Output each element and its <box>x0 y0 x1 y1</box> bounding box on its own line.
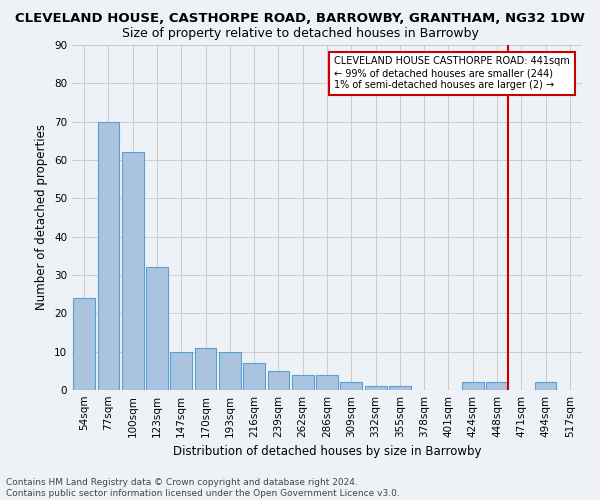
Bar <box>462 382 484 390</box>
Text: CLEVELAND HOUSE CASTHORPE ROAD: 441sqm
← 99% of detached houses are smaller (244: CLEVELAND HOUSE CASTHORPE ROAD: 441sqm ←… <box>334 56 570 90</box>
Y-axis label: Number of detached properties: Number of detached properties <box>35 124 49 310</box>
Bar <box>170 352 192 390</box>
Bar <box>365 386 386 390</box>
Text: Contains HM Land Registry data © Crown copyright and database right 2024.
Contai: Contains HM Land Registry data © Crown c… <box>6 478 400 498</box>
Text: Size of property relative to detached houses in Barrowby: Size of property relative to detached ho… <box>122 28 478 40</box>
Bar <box>340 382 362 390</box>
Bar <box>316 374 338 390</box>
Bar <box>122 152 143 390</box>
Bar <box>486 382 508 390</box>
X-axis label: Distribution of detached houses by size in Barrowby: Distribution of detached houses by size … <box>173 446 481 458</box>
Bar <box>97 122 119 390</box>
Text: CLEVELAND HOUSE, CASTHORPE ROAD, BARROWBY, GRANTHAM, NG32 1DW: CLEVELAND HOUSE, CASTHORPE ROAD, BARROWB… <box>15 12 585 26</box>
Bar <box>389 386 411 390</box>
Bar <box>268 371 289 390</box>
Bar <box>243 363 265 390</box>
Bar <box>146 268 168 390</box>
Bar <box>535 382 556 390</box>
Bar <box>292 374 314 390</box>
Bar <box>194 348 217 390</box>
Bar <box>73 298 95 390</box>
Bar <box>219 352 241 390</box>
